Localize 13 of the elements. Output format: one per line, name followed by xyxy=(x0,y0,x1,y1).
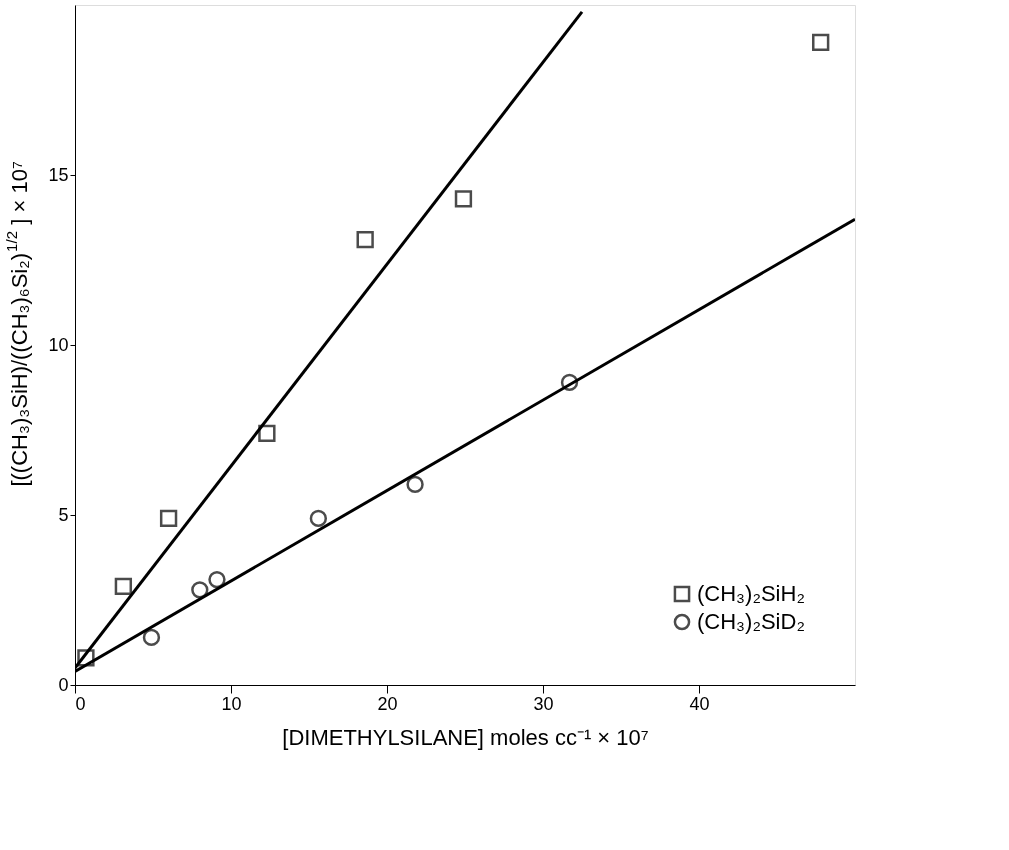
legend-label: (CH₃)₂SiD₂ xyxy=(697,609,805,634)
x-tick-label: 20 xyxy=(377,693,398,714)
x-tick-label: 10 xyxy=(221,693,242,714)
x-tick-label: 0 xyxy=(75,693,86,714)
y-axis-title: [((CH₃)₃SiH)/((CH₃)₆Si₂)1/2] × 10⁷ xyxy=(3,161,32,487)
x-axis-title: [DIMETHYLSILANE] moles cc⁻¹ × 10⁷ xyxy=(282,724,649,750)
y-tick-label: 0 xyxy=(58,674,69,695)
x-tick-label: 30 xyxy=(533,693,554,714)
y-tick-label: 10 xyxy=(48,334,69,355)
y-tick-label: 15 xyxy=(48,164,69,185)
y-tick-label: 5 xyxy=(58,504,69,525)
legend-label: (CH₃)₂SiH₂ xyxy=(697,581,805,606)
x-tick-label: 40 xyxy=(689,693,710,714)
